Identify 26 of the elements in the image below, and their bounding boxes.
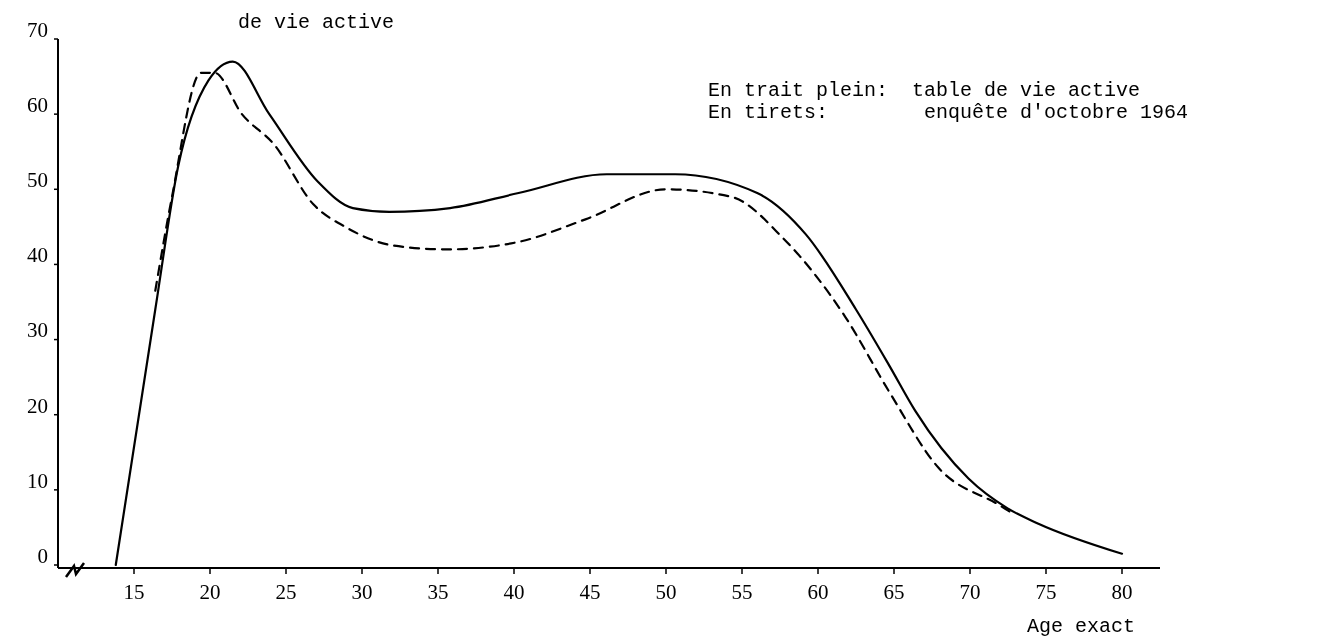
y-tick-label: 0 <box>37 543 48 568</box>
x-tick-label: 80 <box>1111 580 1133 604</box>
x-tick-label: 35 <box>427 580 449 604</box>
x-tick-label: 25 <box>275 580 297 604</box>
y-tick-label: 50 <box>27 168 48 193</box>
y-tick-label: 10 <box>27 468 48 493</box>
x-tick-label: 15 <box>123 580 145 604</box>
x-tick-label: 40 <box>503 580 525 604</box>
annotation: En tirets: enquête d'octobre 1964 <box>708 101 1189 124</box>
x-tick-label: 30 <box>351 580 373 604</box>
y-tick-label: 70 <box>27 17 48 42</box>
x-tick-label: 60 <box>807 580 829 604</box>
x-tick-label: 20 <box>199 580 221 604</box>
y-tick-label: 30 <box>27 318 48 343</box>
x-tick-label: 65 <box>883 580 905 604</box>
x-tick-label: 55 <box>731 580 753 604</box>
x-axis-title: Age exact <box>1026 615 1136 638</box>
chart-title: de vie active <box>238 11 395 34</box>
x-tick-label: 75 <box>1035 580 1057 604</box>
y-tick-label: 60 <box>27 93 48 118</box>
annotation: En trait plein: table de vie active <box>708 79 1141 102</box>
x-tick-label: 50 <box>655 580 677 604</box>
y-tick-label: 20 <box>27 393 48 418</box>
x-tick-label: 70 <box>959 580 981 604</box>
y-tick-label: 40 <box>27 243 48 268</box>
x-tick-label: 45 <box>579 580 601 604</box>
